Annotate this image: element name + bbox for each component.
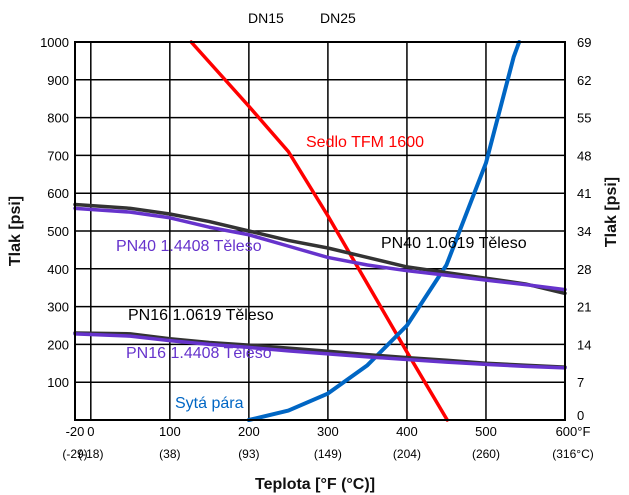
series-label-pn40-14408: PN40 1.4408 Těleso: [116, 238, 262, 255]
x-tick-sublabel: (260): [472, 447, 500, 461]
x-tick-label: 300: [317, 424, 339, 439]
x-tick-sublabel: (149): [314, 447, 342, 461]
plot-frame: [74, 41, 566, 421]
y-tick-label-left: 600: [47, 186, 69, 201]
y-tick-label-left: 800: [47, 111, 69, 126]
x-tick-sublabel: (316°C): [552, 447, 593, 461]
x-tick-sublabel: (-18): [78, 447, 103, 461]
series-label-pn40-10619: PN40 1.0619 Těleso: [381, 235, 527, 252]
y-axis-title-right: Tlak [psi]: [603, 177, 620, 247]
y-tick-label-right: 55: [577, 111, 591, 126]
y-tick-label-left: 500: [47, 224, 69, 239]
y-tick-label-left: 200: [47, 337, 69, 352]
grid: [75, 42, 565, 420]
series-line-2: [73, 202, 567, 296]
x-tick-sublabel: (93): [238, 447, 259, 461]
y-tick-label-right: 28: [577, 262, 591, 277]
series-line-0: [189, 40, 449, 422]
x-tick-label: 200: [238, 424, 260, 439]
y-tick-label-left: 100: [47, 375, 69, 390]
series-label-pn16-10619: PN16 1.0619 Těleso: [128, 307, 274, 324]
x-tick-sublabel: (38): [159, 447, 180, 461]
y-tick-label-left: 700: [47, 148, 69, 163]
x-axis-title: Teplota [°F (°C)]: [255, 476, 375, 493]
tick-labels: -20(-29)0(-18)100(38)200(93)300(149)400(…: [40, 35, 594, 461]
series-lines: [73, 40, 567, 422]
top-label-dn25: DN25: [320, 10, 356, 26]
y-axis-title-left: Tlak [psi]: [7, 196, 24, 266]
series-line-3: [73, 206, 567, 292]
y-tick-label-right: 69: [577, 35, 591, 50]
y-tick-label-right: 21: [577, 300, 591, 315]
y-tick-label-right: 14: [577, 337, 591, 352]
y-tick-label-left: 1000: [40, 35, 69, 50]
series-line-5: [73, 332, 567, 370]
x-tick-sublabel: (204): [393, 447, 421, 461]
y-tick-label-right: 0: [577, 408, 584, 423]
series-label-pn16-14408: PN16 1.4408 Těleso: [126, 345, 272, 362]
x-tick-label: 0: [87, 424, 94, 439]
y-tick-label-right: 7: [577, 375, 584, 390]
x-tick-label: 600°F: [556, 424, 591, 439]
x-tick-label: 400: [396, 424, 418, 439]
y-tick-label-left: 900: [47, 73, 69, 88]
series-label-sedlo-tfm: Sedlo TFM 1600: [306, 134, 424, 151]
x-tick-label: 100: [159, 424, 181, 439]
series-label-syta-para: Sytá pára: [175, 395, 244, 412]
top-label-dn15: DN15: [248, 10, 284, 26]
x-tick-sublabel: (-29): [62, 447, 87, 461]
x-tick-label: 500: [475, 424, 497, 439]
series-line-1: [246, 40, 522, 422]
y-tick-label-right: 34: [577, 224, 591, 239]
y-tick-label-right: 48: [577, 148, 591, 163]
y-tick-label-left: 400: [47, 262, 69, 277]
y-tick-label-left: 300: [47, 300, 69, 315]
y-tick-label-right: 62: [577, 73, 591, 88]
y-tick-label-right: 41: [577, 186, 591, 201]
x-tick-label: -20: [66, 424, 85, 439]
